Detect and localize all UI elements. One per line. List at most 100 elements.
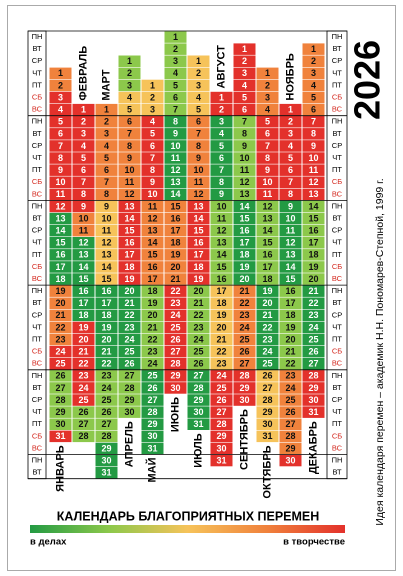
day-number: 9 xyxy=(196,153,201,163)
day-number: 10 xyxy=(147,189,157,199)
day-cell xyxy=(233,249,256,261)
day-number: 22 xyxy=(55,322,65,332)
day-cell xyxy=(256,152,279,164)
day-cell xyxy=(164,309,187,322)
day-number: 16 xyxy=(216,274,226,284)
day-cell xyxy=(233,188,256,201)
day-cell xyxy=(302,116,325,128)
day-number: 8 xyxy=(242,129,247,139)
day-cell xyxy=(256,91,279,104)
day-number: 28 xyxy=(124,383,134,393)
day-cell xyxy=(233,79,256,92)
day-number: 7 xyxy=(219,165,224,175)
day-cell xyxy=(302,67,325,80)
day-number: 29 xyxy=(239,383,249,393)
day-number: 15 xyxy=(239,213,249,223)
day-number: 16 xyxy=(55,250,65,260)
day-number: 20 xyxy=(147,310,157,320)
weekday-label: СР xyxy=(332,226,342,235)
day-number: 9 xyxy=(127,153,132,163)
day-cell xyxy=(302,237,325,249)
day-number: 20 xyxy=(285,334,295,344)
day-cell xyxy=(302,176,325,188)
weekday-label: ПТ xyxy=(332,419,342,428)
day-cell xyxy=(95,128,118,140)
day-cell xyxy=(49,128,72,140)
day-number: 9 xyxy=(150,177,155,187)
day-cell xyxy=(233,333,256,346)
weekday-label: ЧТ xyxy=(32,68,42,77)
weekday-label: ПН xyxy=(332,201,343,210)
day-cell xyxy=(279,249,302,261)
day-cell xyxy=(141,442,164,455)
day-number: 29 xyxy=(216,431,226,441)
day-number: 19 xyxy=(55,286,65,296)
day-cell xyxy=(49,152,72,164)
day-cell xyxy=(279,176,302,188)
weekday-label: ПТ xyxy=(32,250,42,259)
day-cell xyxy=(141,176,164,188)
day-cell xyxy=(95,116,118,128)
day-number: 6 xyxy=(58,129,63,139)
day-number: 16 xyxy=(308,226,318,236)
day-number: 22 xyxy=(124,310,134,320)
day-cell xyxy=(164,43,187,55)
month-name: МАРТ xyxy=(100,69,112,100)
day-number: 13 xyxy=(55,213,65,223)
day-cell xyxy=(187,67,210,80)
day-number: 19 xyxy=(170,250,180,260)
day-cell xyxy=(72,116,95,128)
day-cell xyxy=(141,309,164,322)
day-cell xyxy=(210,394,233,406)
day-cell xyxy=(302,79,325,92)
day-cell xyxy=(187,224,210,237)
weekday-label: ПН xyxy=(32,32,43,41)
day-number: 22 xyxy=(78,359,88,369)
day-number: 10 xyxy=(216,201,226,211)
day-number: 26 xyxy=(239,347,249,357)
day-number: 2 xyxy=(288,117,293,127)
day-cell xyxy=(49,261,72,273)
day-cell xyxy=(279,309,302,322)
day-cell xyxy=(49,212,72,225)
day-number: 31 xyxy=(308,407,318,417)
day-cell xyxy=(279,188,302,201)
day-number: 9 xyxy=(173,129,178,139)
day-cell xyxy=(302,358,325,370)
day-cell xyxy=(210,285,233,297)
day-number: 3 xyxy=(242,68,247,78)
day-cell xyxy=(164,285,187,297)
day-cell xyxy=(302,188,325,201)
day-number: 31 xyxy=(193,419,203,429)
day-number: 12 xyxy=(170,165,180,175)
day-number: 4 xyxy=(173,68,178,78)
day-number: 3 xyxy=(127,80,132,90)
day-number: 9 xyxy=(219,189,224,199)
month-name: ФЕВРАЛЬ xyxy=(77,46,89,101)
weekday-label: ПТ xyxy=(32,419,42,428)
day-cell xyxy=(141,394,164,406)
day-number: 14 xyxy=(239,201,249,211)
day-cell xyxy=(187,370,210,382)
day-number: 20 xyxy=(193,286,203,296)
weekday-label: ВС xyxy=(332,274,343,283)
day-cell xyxy=(210,91,233,104)
day-number: 6 xyxy=(219,153,224,163)
day-cell xyxy=(187,140,210,152)
day-cell xyxy=(302,224,325,237)
day-cell xyxy=(164,176,187,188)
day-cell xyxy=(233,212,256,225)
day-cell xyxy=(302,370,325,382)
day-number: 30 xyxy=(262,419,272,429)
day-number: 26 xyxy=(262,371,272,381)
day-number: 6 xyxy=(242,105,247,115)
day-number: 21 xyxy=(216,334,226,344)
day-number: 24 xyxy=(308,322,318,332)
day-cell xyxy=(141,212,164,225)
day-number: 26 xyxy=(78,407,88,417)
day-number: 21 xyxy=(101,347,111,357)
day-cell xyxy=(256,321,279,334)
day-number: 24 xyxy=(193,334,203,344)
day-cell xyxy=(210,249,233,261)
day-number: 16 xyxy=(78,286,88,296)
